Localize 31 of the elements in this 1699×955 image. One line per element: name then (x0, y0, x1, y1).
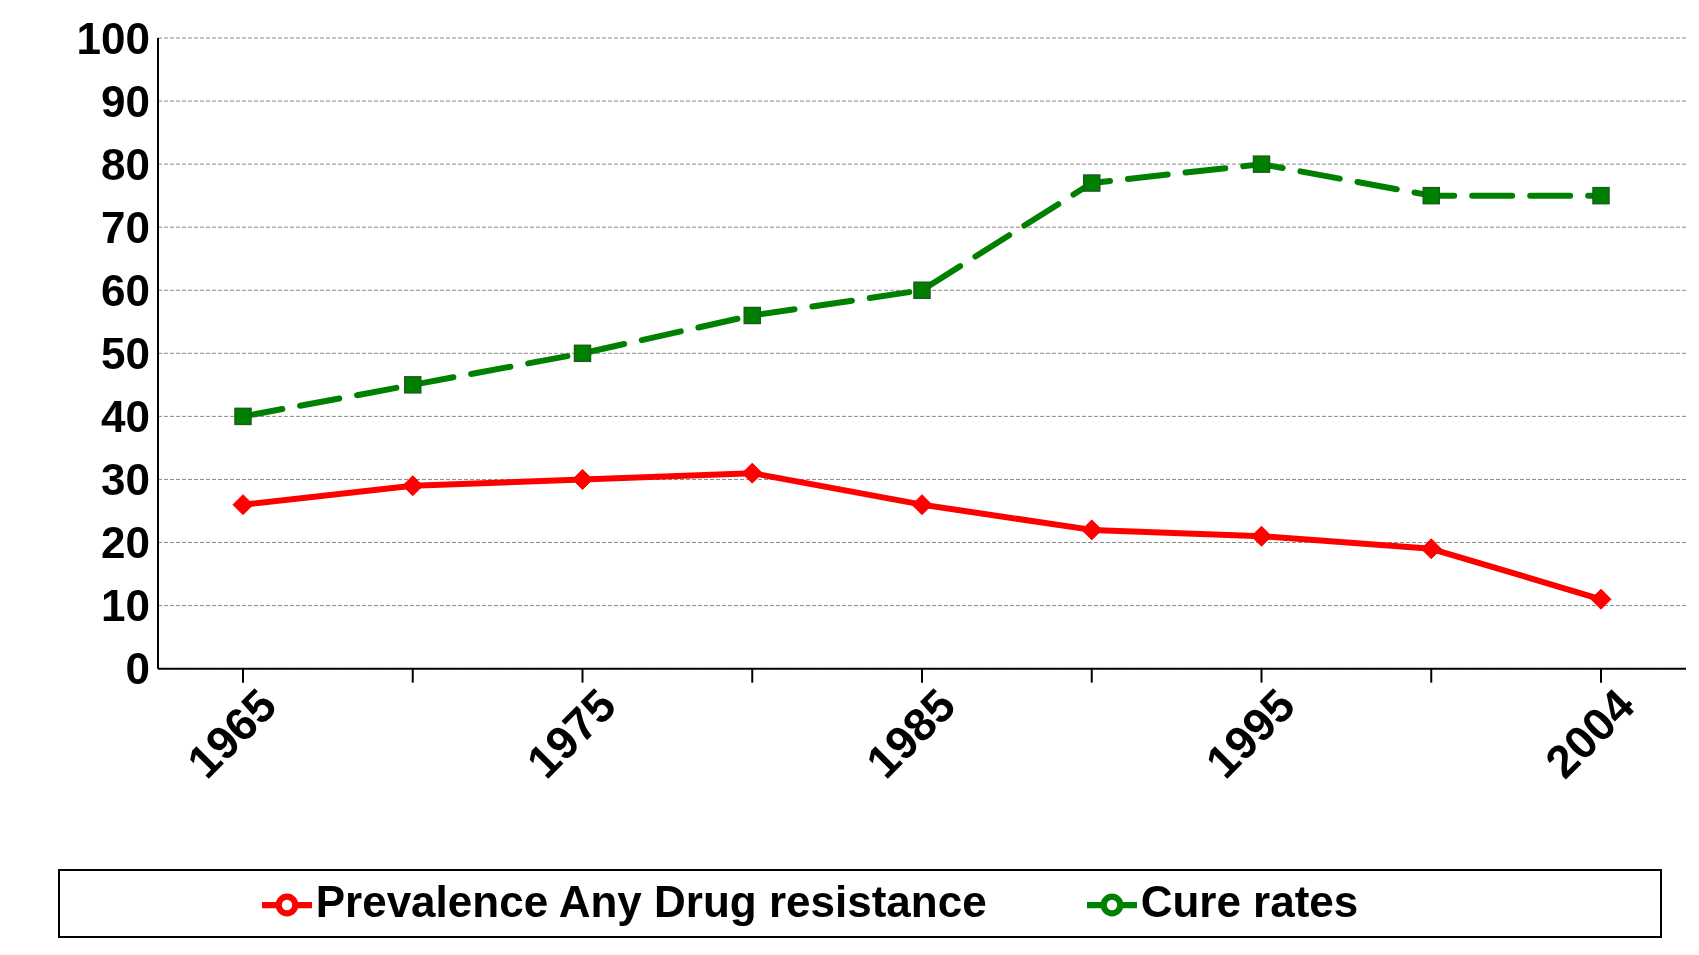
point (573, 344, 592, 363)
point (1592, 186, 1610, 205)
point (1251, 525, 1272, 547)
point (1081, 519, 1103, 541)
y-tick-label: 10 (101, 581, 150, 631)
point (743, 306, 761, 325)
legend-label: Prevalence Any Drug resistance (315, 876, 987, 926)
y-tick-label: 90 (101, 76, 150, 126)
point (402, 475, 424, 497)
y-tick-label: 70 (101, 202, 150, 252)
y-tick-label: 80 (101, 139, 150, 189)
point (1083, 174, 1101, 192)
point (572, 468, 593, 490)
point (911, 494, 933, 516)
point (1590, 588, 1612, 610)
point (234, 407, 252, 426)
point (1420, 538, 1442, 560)
y-tick-label: 50 (101, 328, 150, 378)
legend-label: Cure rates (1140, 876, 1359, 926)
point (404, 376, 422, 394)
y-tick-label: 30 (101, 455, 150, 505)
point (1422, 186, 1440, 205)
y-tick-label: 40 (101, 391, 150, 441)
point (232, 494, 254, 516)
point (1252, 155, 1271, 173)
y-tick-label: 60 (101, 265, 150, 315)
point (913, 281, 931, 299)
point (741, 462, 763, 484)
y-tick-label: 20 (101, 518, 150, 568)
y-tick-label: 100 (76, 13, 150, 63)
y-tick-label: 0 (125, 644, 150, 694)
